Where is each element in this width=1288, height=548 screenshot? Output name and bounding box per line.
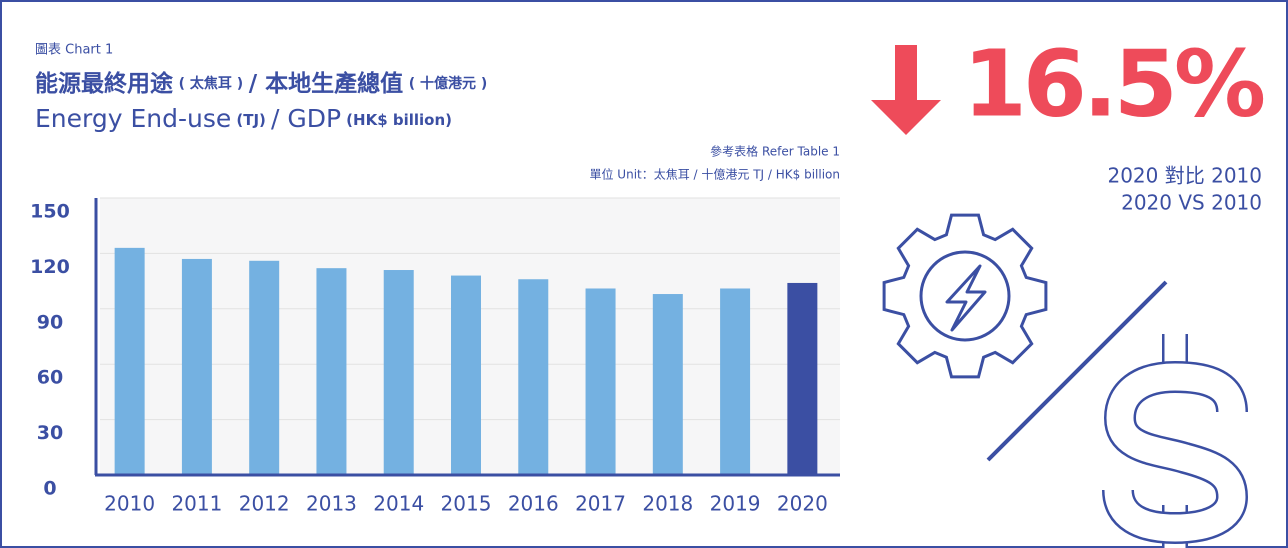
x-tick-label: 2014 bbox=[373, 492, 424, 516]
gear-icon bbox=[882, 213, 1048, 379]
y-tick-label: 150 bbox=[30, 201, 70, 223]
headline-caption: 2020 VS 2010 bbox=[1121, 191, 1262, 215]
y-tick-label: 0 bbox=[43, 478, 56, 500]
bar bbox=[787, 282, 818, 475]
title-zh: 能源最終用途 ( 太焦耳 ) / 本地生產總值 ( 十億港元 ) bbox=[35, 70, 487, 97]
gear-ring bbox=[919, 250, 1011, 342]
lightning-icon bbox=[945, 264, 987, 332]
dollar-s-inner bbox=[1104, 363, 1246, 542]
plot: 0 30 60 90 120 150 2010 2011 2012 2013 2014 2015 201… bbox=[30, 197, 840, 516]
x-tick-label: 2012 bbox=[239, 492, 290, 516]
bar bbox=[181, 258, 212, 475]
divide-slash bbox=[986, 280, 1168, 462]
bar bbox=[383, 270, 414, 475]
x-tick-label: 2013 bbox=[306, 492, 357, 516]
bar bbox=[451, 275, 481, 475]
bar bbox=[652, 294, 683, 475]
title-part: / GDP bbox=[271, 104, 341, 133]
x-tick-label: 2015 bbox=[441, 492, 492, 516]
x-tick-label: 2019 bbox=[710, 492, 761, 516]
y-tick-label: 60 bbox=[37, 367, 63, 389]
down-arrow bbox=[871, 45, 941, 135]
title-part: ( 太焦耳 ) bbox=[179, 75, 244, 92]
note: 參考表格 Refer Table 1 bbox=[710, 144, 840, 159]
x-tick-label: 2011 bbox=[171, 492, 222, 516]
title-part: (HK$ billion) bbox=[346, 111, 452, 129]
bar bbox=[316, 268, 347, 475]
dollar-icon bbox=[1102, 334, 1249, 548]
title-en: Energy End-use (TJ) / GDP (HK$ billion) bbox=[35, 104, 452, 133]
bar bbox=[249, 260, 280, 475]
title-part: ( 十億港元 ) bbox=[409, 75, 488, 92]
chart-label: 圖表 Chart 1 bbox=[35, 43, 113, 58]
title-part: Energy End-use bbox=[35, 104, 231, 133]
y-tick-label: 120 bbox=[30, 256, 70, 278]
bar bbox=[114, 247, 145, 475]
y-tick-label: 90 bbox=[37, 311, 63, 333]
x-tick-label: 2017 bbox=[575, 492, 626, 516]
y-tick-label: 30 bbox=[37, 422, 63, 444]
note: 單位 Unit：太焦耳 / 十億港元 TJ / HK$ billion bbox=[589, 167, 840, 182]
title-part: / 本地生產總值 bbox=[249, 70, 403, 97]
x-tick-label: 2016 bbox=[508, 492, 559, 516]
bar bbox=[518, 279, 549, 475]
x-tick-label: 2010 bbox=[104, 492, 155, 516]
title-part: (TJ) bbox=[236, 111, 266, 129]
bar bbox=[720, 288, 751, 475]
x-tick-label: 2020 bbox=[777, 492, 828, 516]
headline-caption: 2020 對比 2010 bbox=[1107, 164, 1262, 188]
headline-value: 16.5% bbox=[963, 30, 1264, 137]
title-part: 能源最終用途 bbox=[35, 70, 174, 97]
x-tick-label: 2018 bbox=[642, 492, 693, 516]
bar bbox=[585, 288, 616, 475]
